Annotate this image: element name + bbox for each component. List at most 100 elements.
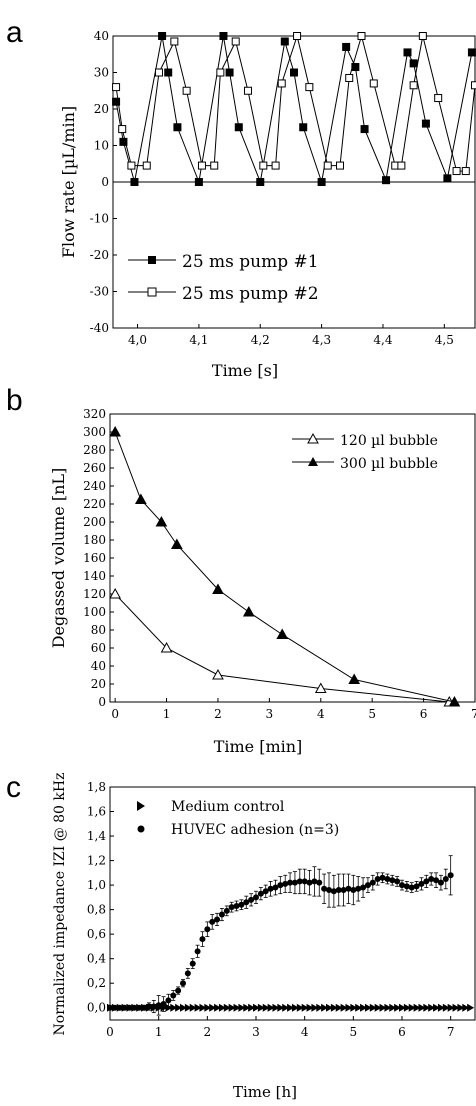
- y-tick-label: 200: [83, 515, 106, 529]
- data-point-huvec: [194, 948, 201, 955]
- data-point-medium-control: [262, 1003, 270, 1012]
- data-point-huvec: [165, 997, 172, 1004]
- data-point-pump-2: [434, 94, 443, 103]
- data-point-pump-1: [351, 63, 360, 72]
- data-point-medium-control: [228, 1003, 236, 1012]
- data-point-pump-2: [461, 167, 470, 176]
- data-point-huvec: [408, 884, 415, 891]
- data-point-huvec: [321, 885, 328, 892]
- data-point-pump-2: [293, 32, 302, 40]
- data-point-300: [348, 673, 361, 684]
- data-point-medium-control: [452, 1003, 460, 1012]
- data-point-medium-control: [233, 1003, 241, 1012]
- panel-b-ticks: 0 1 2 3 4 5 6 7 0 20 40 60 80 100 120 140 160 180 200 220 24…: [83, 407, 476, 721]
- data-point-huvec: [433, 877, 440, 884]
- legend-label-pump-1: 25 ms pump #1: [182, 252, 319, 272]
- data-point-huvec: [209, 918, 216, 925]
- data-point-huvec: [282, 880, 289, 887]
- panel-c-label: c: [6, 771, 21, 804]
- data-point-huvec: [379, 874, 386, 881]
- data-point-pump-2: [182, 86, 191, 95]
- panel-a: a 4,0 4,1 4,2 4,3 4,4 4,5-40-30-20-1001020304…: [6, 16, 476, 380]
- data-point-huvec: [350, 887, 357, 894]
- x-tick-label: 4,5: [435, 333, 454, 347]
- x-tick-label: 4: [301, 1025, 309, 1039]
- x-tick-label: 4,0: [128, 333, 147, 347]
- data-point-huvec: [277, 882, 284, 889]
- panel-b-ylabel: Degassed volume [nL]: [49, 468, 68, 649]
- legend-label-300: 300 µl bubble: [340, 456, 438, 472]
- y-tick-label: 10: [94, 139, 109, 153]
- data-point-medium-control: [433, 1003, 441, 1012]
- data-point-huvec: [364, 882, 371, 889]
- data-point-300: [155, 515, 168, 527]
- y-tick-label: 100: [83, 605, 106, 619]
- data-point-huvec: [369, 879, 376, 886]
- data-point-huvec: [418, 880, 425, 887]
- data-point-huvec: [131, 1004, 138, 1011]
- data-point-huvec: [180, 980, 186, 987]
- data-point-pump-2: [336, 161, 345, 170]
- y-tick-label: 0,4: [87, 952, 106, 966]
- data-point-pump-1: [112, 97, 121, 106]
- data-point-huvec: [184, 970, 191, 977]
- data-point-300: [276, 628, 289, 639]
- data-point-huvec: [243, 899, 250, 906]
- y-tick-label: 0,0: [87, 1001, 106, 1015]
- data-point-huvec: [311, 878, 318, 885]
- data-point-medium-control: [355, 1003, 363, 1012]
- data-point-huvec: [272, 884, 279, 891]
- x-tick-label: 4,1: [189, 333, 208, 347]
- data-point-pump-1: [119, 137, 128, 146]
- data-point-huvec: [214, 916, 221, 923]
- data-point-huvec: [403, 883, 410, 890]
- data-point-300: [212, 583, 224, 594]
- y-tick-label: 1,0: [87, 878, 106, 892]
- data-point-huvec: [389, 877, 396, 884]
- data-point-medium-control: [267, 1003, 275, 1012]
- x-tick-label: 6: [420, 707, 428, 721]
- data-point-300: [448, 695, 461, 707]
- data-point-pump-1: [158, 32, 167, 40]
- data-point-huvec: [413, 883, 420, 890]
- data-point-medium-control: [321, 1003, 329, 1012]
- data-point-pump-2: [142, 161, 151, 170]
- data-point-medium-control: [447, 1003, 455, 1012]
- data-point-medium-control: [199, 1003, 207, 1012]
- data-point-huvec: [175, 987, 182, 994]
- legend-marker-300: [308, 457, 318, 466]
- x-tick-label: 5: [350, 1025, 358, 1039]
- data-point-medium-control: [248, 1003, 256, 1012]
- y-tick-label: 260: [83, 461, 106, 475]
- legend-marker-medium: [137, 801, 145, 811]
- data-point-pump-2: [259, 161, 268, 170]
- data-point-huvec: [384, 875, 391, 882]
- data-point-medium-control: [282, 1003, 290, 1012]
- data-point-huvec: [326, 887, 332, 894]
- y-tick-label: 240: [83, 479, 106, 493]
- panel-c-ylabel: Normalized impedance IZI @ 80 kHz: [52, 773, 68, 1036]
- data-point-pump-2: [323, 161, 332, 170]
- data-point-medium-control: [437, 1003, 445, 1012]
- x-tick-label: 4,4: [373, 333, 392, 347]
- data-point-medium-control: [257, 1003, 265, 1012]
- data-point-huvec: [170, 992, 177, 999]
- data-point-huvec: [267, 885, 274, 892]
- data-point-medium-control: [389, 1003, 397, 1012]
- data-point-pump-2: [418, 32, 427, 40]
- x-tick-label: 0: [106, 1025, 114, 1039]
- data-point-huvec: [340, 887, 347, 894]
- panel-a-plot: [112, 32, 476, 186]
- data-point-huvec: [428, 875, 435, 882]
- panel-a-ticks: 4,0 4,1 4,2 4,3 4,4 4,5 -40 -30 -20 -10 0 10 20 30 40: [90, 29, 454, 347]
- data-point-medium-control: [399, 1003, 406, 1012]
- data-point-huvec: [204, 926, 211, 933]
- data-point-huvec: [107, 1004, 113, 1011]
- x-tick-label: 0: [111, 707, 119, 721]
- data-point-medium-control: [301, 1003, 309, 1012]
- data-point-huvec: [345, 885, 352, 892]
- panel-c-plot: [107, 855, 475, 1016]
- data-point-medium-control: [170, 1003, 178, 1012]
- data-point-pump-2: [369, 79, 378, 88]
- panel-a-ylabel: Flow rate [µL/min]: [59, 106, 78, 258]
